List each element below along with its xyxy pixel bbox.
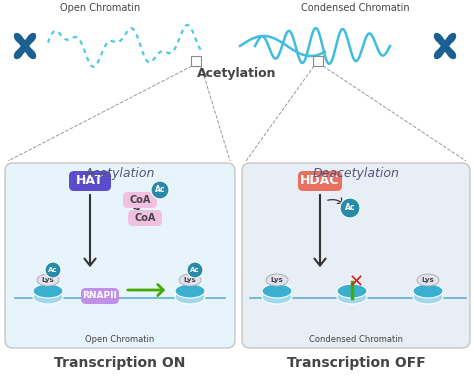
Ellipse shape [262,290,292,304]
Text: Transcription ON: Transcription ON [55,356,186,370]
Ellipse shape [266,274,288,286]
Text: Ac: Ac [48,267,58,273]
FancyBboxPatch shape [191,56,201,67]
FancyBboxPatch shape [242,163,470,348]
Ellipse shape [337,290,367,304]
Ellipse shape [179,274,201,286]
Text: Condensed Chromatin: Condensed Chromatin [301,3,410,13]
Ellipse shape [447,33,456,43]
Circle shape [187,262,203,278]
Text: Open Chromatin: Open Chromatin [60,3,140,13]
Ellipse shape [33,284,63,298]
Circle shape [151,181,169,199]
Ellipse shape [175,284,205,298]
FancyBboxPatch shape [123,192,157,208]
Text: Acetylation: Acetylation [85,167,155,180]
FancyBboxPatch shape [69,171,111,191]
Ellipse shape [447,49,456,59]
Text: Ac: Ac [345,203,355,212]
Text: CoA: CoA [134,213,155,223]
Text: HAT: HAT [76,174,104,188]
Text: HDAC: HDAC [301,174,340,188]
Text: CoA: CoA [129,195,151,205]
Circle shape [45,262,61,278]
Ellipse shape [337,284,367,298]
Ellipse shape [27,49,36,59]
Text: Lys: Lys [183,277,196,283]
Ellipse shape [14,33,23,43]
Ellipse shape [33,290,63,304]
FancyBboxPatch shape [5,163,235,348]
Text: Acetylation: Acetylation [197,68,277,80]
Text: Ac: Ac [190,267,200,273]
Text: Lys: Lys [42,277,55,283]
Text: Deacetylation: Deacetylation [312,167,400,180]
Ellipse shape [413,290,443,304]
Text: Lys: Lys [422,277,434,283]
Ellipse shape [37,274,59,286]
Text: Lys: Lys [271,277,283,283]
Ellipse shape [434,49,443,59]
Text: Condensed Chromatin: Condensed Chromatin [309,335,403,344]
Ellipse shape [14,49,23,59]
Text: Ac: Ac [155,185,165,194]
Text: Open Chromatin: Open Chromatin [85,335,155,344]
Ellipse shape [434,33,443,43]
Circle shape [340,198,360,218]
Ellipse shape [27,33,36,43]
Ellipse shape [175,290,205,304]
Ellipse shape [417,274,439,286]
Ellipse shape [262,284,292,298]
FancyBboxPatch shape [128,210,162,226]
FancyBboxPatch shape [298,171,342,191]
Ellipse shape [413,284,443,298]
FancyBboxPatch shape [81,288,119,304]
Text: ✕: ✕ [348,273,364,291]
FancyBboxPatch shape [313,56,323,67]
Text: Transcription OFF: Transcription OFF [287,356,425,370]
Text: RNAPII: RNAPII [82,291,118,300]
